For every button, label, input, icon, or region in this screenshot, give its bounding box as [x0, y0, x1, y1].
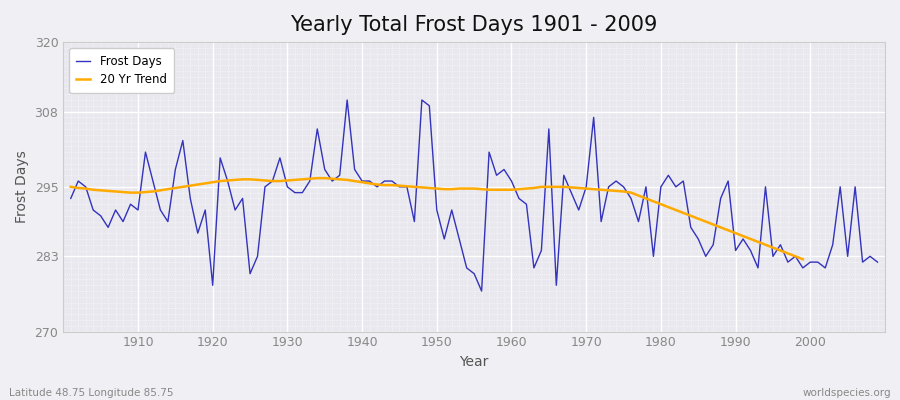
20 Yr Trend [312, 176, 323, 180]
20 Yr Trend [462, 186, 472, 191]
20 Yr Trend [259, 178, 270, 183]
Frost Days [611, 179, 622, 184]
Title: Yearly Total Frost Days 1901 - 2009: Yearly Total Frost Days 1901 - 2009 [291, 15, 658, 35]
20 Yr Trend [797, 257, 808, 262]
Frost Days [290, 190, 301, 195]
Y-axis label: Frost Days: Frost Days [15, 150, 29, 223]
Text: worldspecies.org: worldspecies.org [803, 388, 891, 398]
20 Yr Trend [66, 184, 77, 189]
Frost Days [125, 202, 136, 207]
Frost Days [521, 202, 532, 207]
Frost Days [514, 196, 525, 201]
20 Yr Trend [648, 199, 659, 204]
Frost Days [66, 196, 77, 201]
X-axis label: Year: Year [460, 355, 489, 369]
Legend: Frost Days, 20 Yr Trend: Frost Days, 20 Yr Trend [69, 48, 174, 93]
Frost Days [476, 289, 487, 294]
20 Yr Trend [238, 177, 248, 182]
20 Yr Trend [290, 178, 301, 182]
Text: Latitude 48.75 Longitude 85.75: Latitude 48.75 Longitude 85.75 [9, 388, 174, 398]
20 Yr Trend [439, 187, 450, 192]
Line: 20 Yr Trend: 20 Yr Trend [71, 178, 803, 259]
Line: Frost Days: Frost Days [71, 100, 878, 291]
Frost Days [872, 260, 883, 264]
Frost Days [342, 98, 353, 102]
Frost Days [334, 173, 345, 178]
